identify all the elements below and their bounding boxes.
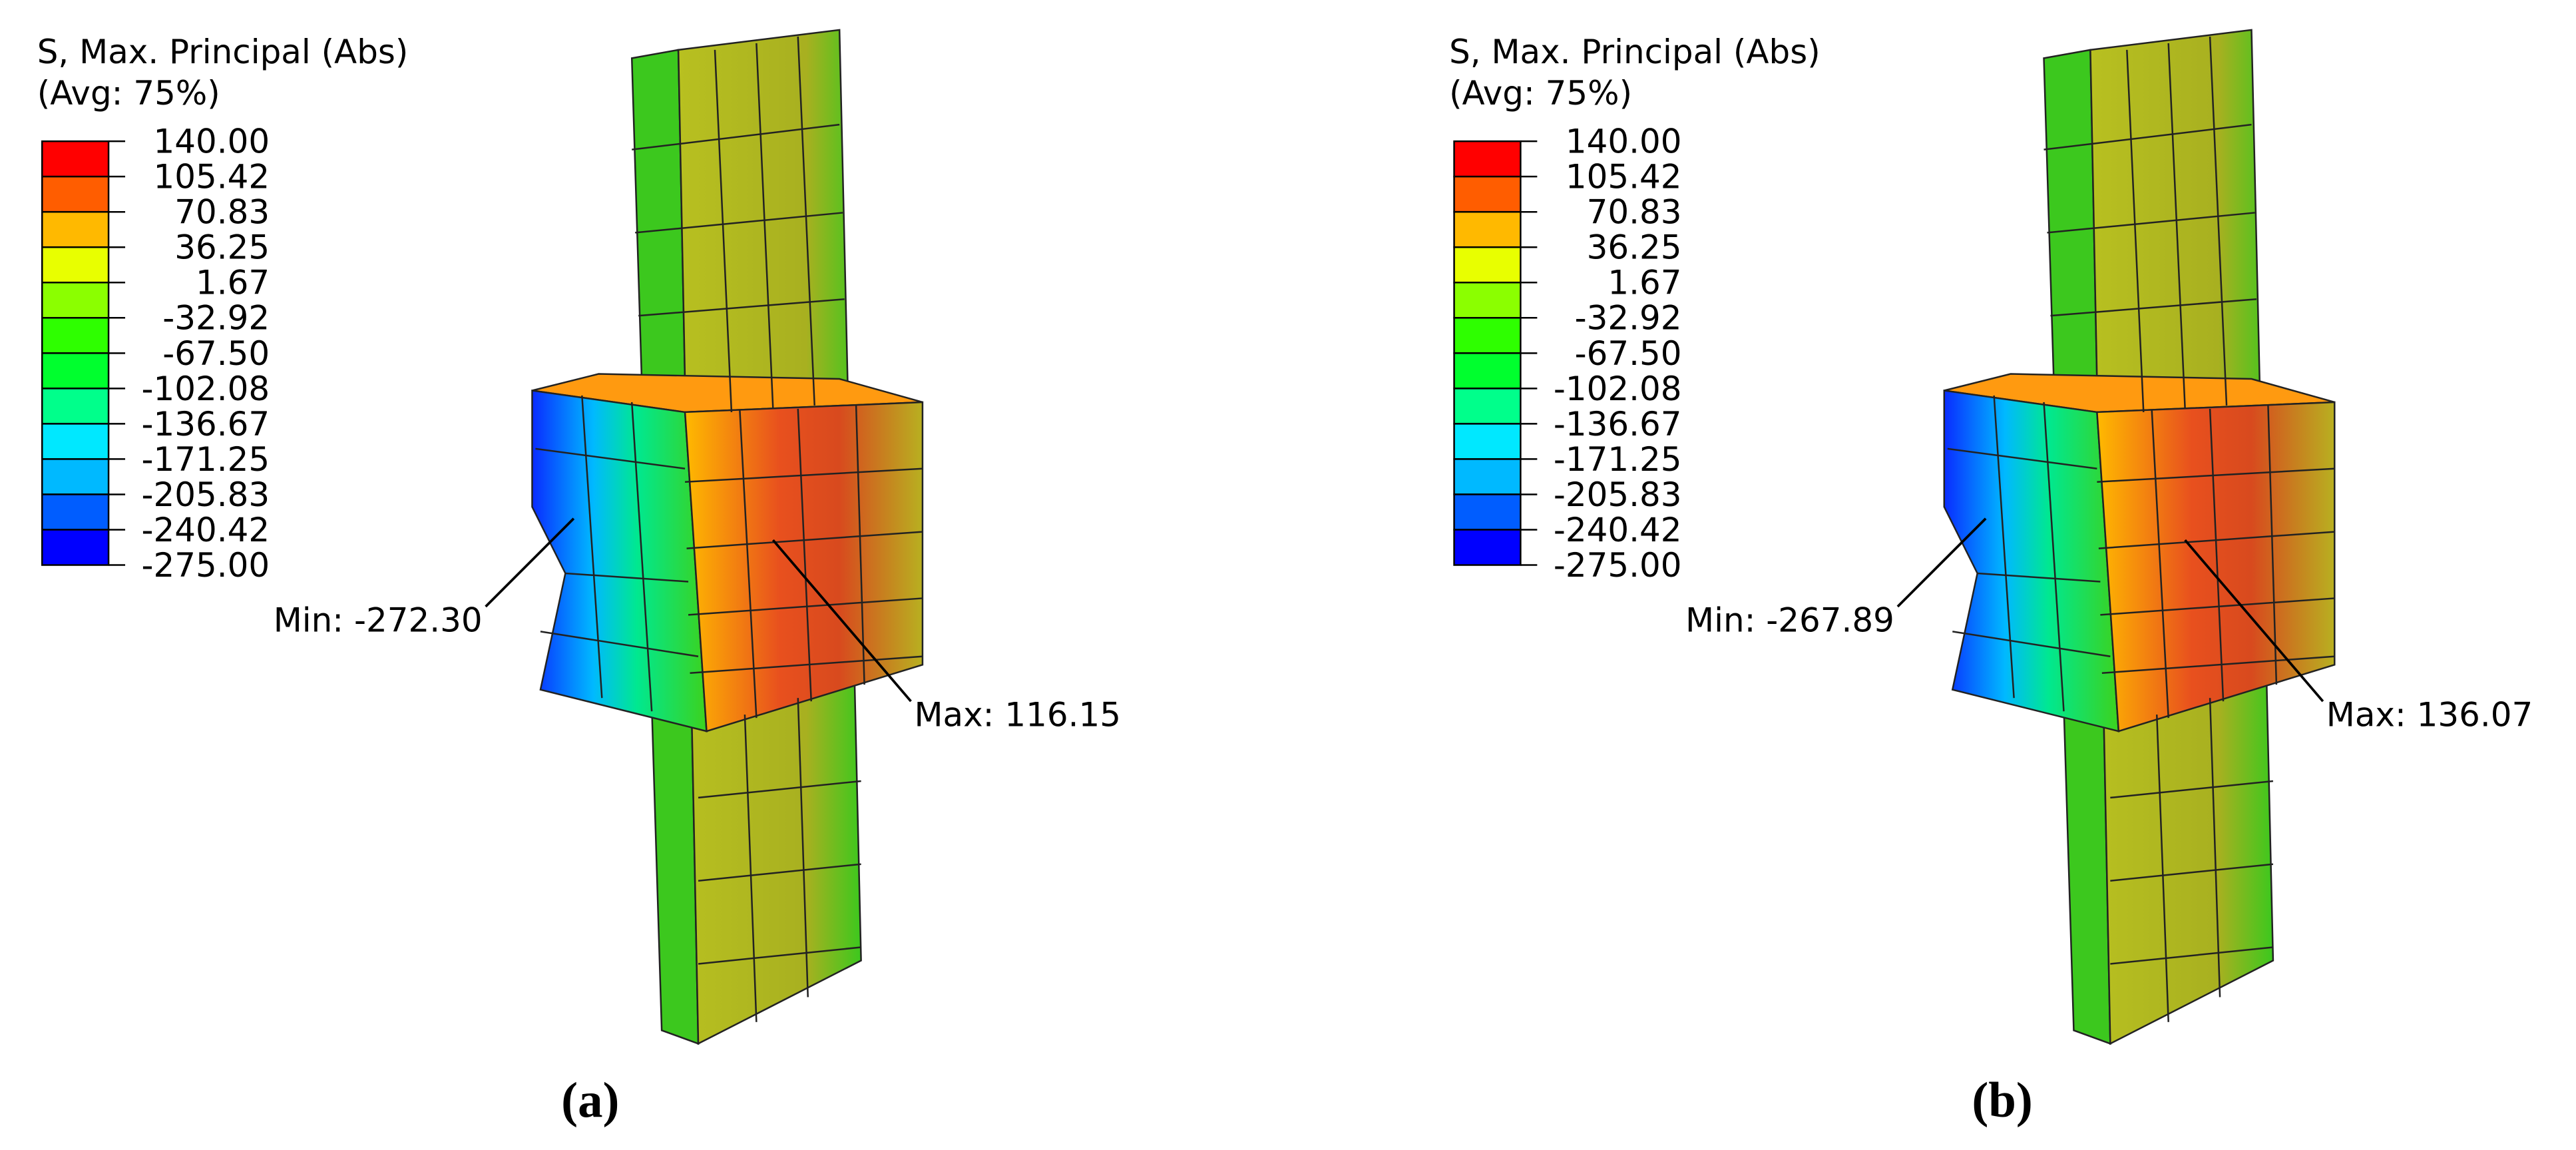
legend-label: -102.08: [142, 370, 270, 408]
legend-label: -205.83: [1554, 475, 1682, 514]
legend-swatch: [41, 423, 110, 460]
fe-model: [531, 29, 924, 1045]
max-label: Max: 116.15: [914, 696, 1120, 734]
legend-label: 36.25: [174, 228, 270, 267]
legend-label: 105.42: [1566, 158, 1682, 196]
min-label: Min: -267.89: [1685, 601, 1894, 639]
legend-label: 1.67: [196, 264, 270, 302]
legend-swatch: [41, 352, 110, 390]
legend-label: -171.25: [1554, 440, 1682, 479]
legend-label: -240.42: [142, 511, 270, 549]
legend-label: -102.08: [1554, 370, 1682, 408]
legend-swatch: [41, 317, 110, 354]
legend-label: -205.83: [142, 475, 270, 514]
legend-swatch: [41, 529, 110, 566]
legend-swatch: [41, 388, 110, 425]
legend-swatch: [1453, 317, 1522, 354]
legend-subtitle: (Avg: 75%): [37, 74, 220, 113]
caption: (b): [1972, 1073, 2033, 1128]
max-leader: [771, 539, 912, 703]
legend-swatch: [1453, 458, 1522, 495]
min-leader: [1896, 517, 1987, 608]
legend-title: S, Max. Principal (Abs): [37, 33, 409, 71]
legend-swatch: [1453, 246, 1522, 284]
legend-swatch: [41, 175, 110, 213]
legend-swatch: [41, 210, 110, 248]
legend-label: 70.83: [174, 193, 270, 232]
legend-label: -67.50: [162, 334, 270, 373]
min-leader: [485, 517, 575, 608]
legend-swatch: [1453, 493, 1522, 531]
max-leader: [2184, 539, 2324, 703]
legend-swatch: [1453, 282, 1522, 319]
legend-label: -136.67: [142, 405, 270, 443]
max-label: Max: 136.07: [2326, 696, 2533, 734]
legend-label: -171.25: [142, 440, 270, 479]
legend-label: -275.00: [1554, 546, 1682, 585]
legend-swatch: [1453, 175, 1522, 213]
legend-title: S, Max. Principal (Abs): [1449, 33, 1821, 71]
min-label: Min: -272.30: [274, 601, 483, 639]
legend-swatch: [1453, 210, 1522, 248]
legend-label: -67.50: [1575, 334, 1682, 373]
legend-subtitle: (Avg: 75%): [1449, 74, 1632, 113]
legend-label: 105.42: [154, 158, 270, 196]
legend-label: -136.67: [1554, 405, 1682, 443]
caption: (a): [561, 1073, 619, 1128]
legend-label: 140.00: [1566, 123, 1682, 161]
legend-label: -32.92: [162, 299, 270, 338]
legend-label: 1.67: [1608, 264, 1681, 302]
legend-swatch: [41, 493, 110, 531]
legend-label: -32.92: [1575, 299, 1682, 338]
fe-model: [1943, 29, 2336, 1045]
legend-label: -240.42: [1554, 511, 1682, 549]
legend-swatch: [41, 246, 110, 284]
legend-swatch: [1453, 388, 1522, 425]
legend-label: -275.00: [142, 546, 270, 585]
legend-label: 140.00: [154, 123, 270, 161]
legend-swatch: [41, 140, 110, 178]
legend-swatch: [1453, 352, 1522, 390]
legend-swatch: [1453, 140, 1522, 178]
legend-swatch: [1453, 423, 1522, 460]
legend-swatch: [1453, 529, 1522, 566]
legend-swatch: [41, 458, 110, 495]
legend-swatch: [41, 282, 110, 319]
legend-label: 36.25: [1587, 228, 1682, 267]
legend-label: 70.83: [1587, 193, 1682, 232]
